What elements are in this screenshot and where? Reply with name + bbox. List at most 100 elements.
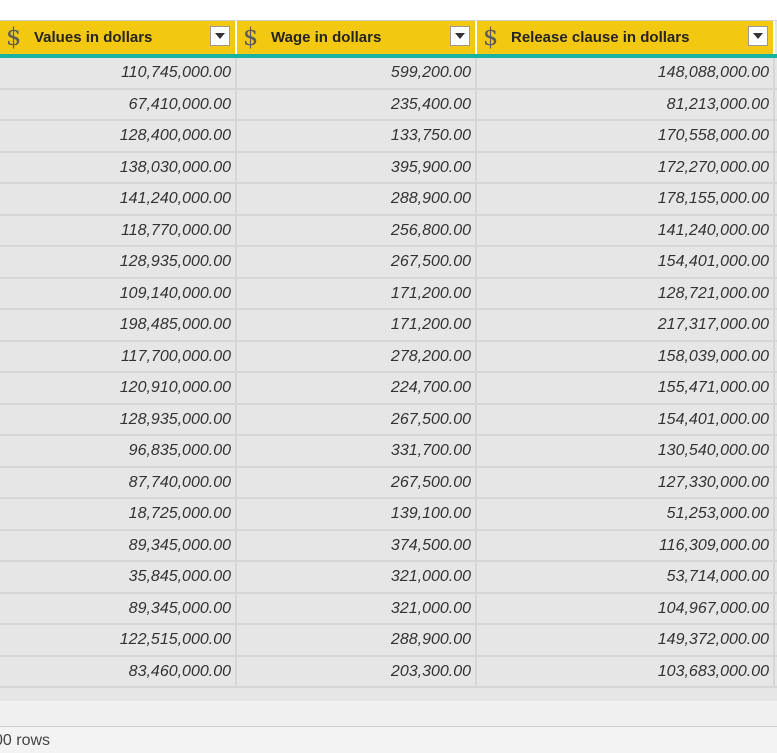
- table-cell[interactable]: 118,770,000.00: [0, 215, 237, 245]
- table-cell[interactable]: 128,721,000.00: [477, 278, 775, 308]
- filter-dropdown-icon[interactable]: [450, 26, 470, 46]
- table-cell[interactable]: 278,200.00: [237, 341, 477, 371]
- table-cell[interactable]: 128,935,000.00: [0, 404, 237, 434]
- table-body: 110,745,000.00 599,200.00 148,088,000.00 67…: [0, 58, 777, 688]
- table-cell[interactable]: 139,100.00: [237, 499, 477, 529]
- table-row[interactable]: 67,410,000.00 235,400.00 81,213,000.00: [0, 89, 777, 121]
- table-cell[interactable]: 128,935,000.00: [0, 247, 237, 277]
- table-cell[interactable]: 235,400.00: [237, 89, 477, 119]
- row-count-text: 00 rows: [0, 732, 51, 749]
- table-cell[interactable]: 96,835,000.00: [0, 436, 237, 466]
- header-row: $ Values in dollars $ Wage in dollars $ …: [0, 21, 777, 54]
- table-cell[interactable]: 154,401,000.00: [477, 247, 775, 277]
- table-cell[interactable]: 158,039,000.00: [477, 341, 775, 371]
- table-row[interactable]: 118,770,000.00 256,800.00 141,240,000.00: [0, 215, 777, 247]
- table-cell[interactable]: 171,200.00: [237, 278, 477, 308]
- table-cell[interactable]: 138,030,000.00: [0, 152, 237, 182]
- table-cell[interactable]: 133,750.00: [237, 121, 477, 151]
- table-row[interactable]: 109,140,000.00 171,200.00 128,721,000.00: [0, 278, 777, 310]
- table-cell[interactable]: 141,240,000.00: [477, 215, 775, 245]
- table-cell[interactable]: 374,500.00: [237, 530, 477, 560]
- table-cell[interactable]: 267,500.00: [237, 404, 477, 434]
- currency-type-icon[interactable]: $: [483, 23, 499, 51]
- column-header-wage[interactable]: $ Wage in dollars: [237, 21, 477, 54]
- status-separator: [0, 701, 777, 727]
- column-header-label: Release clause in dollars: [511, 29, 690, 46]
- table-cell[interactable]: 198,485,000.00: [0, 310, 237, 340]
- table-cell[interactable]: 149,372,000.00: [477, 625, 775, 655]
- table-row[interactable]: 83,460,000.00 203,300.00 103,683,000.00: [0, 656, 777, 688]
- table-cell[interactable]: 110,745,000.00: [0, 58, 237, 88]
- table-cell[interactable]: 117,700,000.00: [0, 341, 237, 371]
- table-row[interactable]: 120,910,000.00 224,700.00 155,471,000.00: [0, 373, 777, 405]
- table-cell[interactable]: 321,000.00: [237, 593, 477, 623]
- table-cell[interactable]: 81,213,000.00: [477, 89, 775, 119]
- table-cell[interactable]: 87,740,000.00: [0, 467, 237, 497]
- table-row[interactable]: 198,485,000.00 171,200.00 217,317,000.00: [0, 310, 777, 342]
- table-cell[interactable]: 267,500.00: [237, 247, 477, 277]
- table-cell[interactable]: 120,910,000.00: [0, 373, 237, 403]
- table-cell[interactable]: 35,845,000.00: [0, 562, 237, 592]
- table-row[interactable]: 138,030,000.00 395,900.00 172,270,000.00: [0, 152, 777, 184]
- column-quality-bar: [0, 54, 777, 58]
- data-grid: $ Values in dollars $ Wage in dollars $ …: [0, 21, 777, 701]
- filter-dropdown-icon[interactable]: [748, 26, 768, 46]
- table-cell[interactable]: 224,700.00: [237, 373, 477, 403]
- table-row[interactable]: 128,400,000.00 133,750.00 170,558,000.00: [0, 121, 777, 153]
- table-row[interactable]: 117,700,000.00 278,200.00 158,039,000.00: [0, 341, 777, 373]
- table-cell[interactable]: 154,401,000.00: [477, 404, 775, 434]
- status-bar: 00 rows: [0, 727, 777, 753]
- table-cell[interactable]: 172,270,000.00: [477, 152, 775, 182]
- table-cell[interactable]: 321,000.00: [237, 562, 477, 592]
- table-cell[interactable]: 83,460,000.00: [0, 656, 237, 686]
- table-cell[interactable]: 217,317,000.00: [477, 310, 775, 340]
- table-row[interactable]: 128,935,000.00 267,500.00 154,401,000.00: [0, 404, 777, 436]
- table-cell[interactable]: 109,140,000.00: [0, 278, 237, 308]
- table-cell[interactable]: 141,240,000.00: [0, 184, 237, 214]
- table-row[interactable]: 110,745,000.00 599,200.00 148,088,000.00: [0, 58, 777, 90]
- table-cell[interactable]: 116,309,000.00: [477, 530, 775, 560]
- table-cell[interactable]: 288,900.00: [237, 184, 477, 214]
- table-cell[interactable]: 155,471,000.00: [477, 373, 775, 403]
- table-cell[interactable]: 170,558,000.00: [477, 121, 775, 151]
- table-row[interactable]: 18,725,000.00 139,100.00 51,253,000.00: [0, 499, 777, 531]
- formula-bar[interactable]: [0, 0, 777, 21]
- currency-type-icon[interactable]: $: [243, 23, 259, 51]
- table-cell[interactable]: 67,410,000.00: [0, 89, 237, 119]
- table-cell[interactable]: 171,200.00: [237, 310, 477, 340]
- table-cell[interactable]: 130,540,000.00: [477, 436, 775, 466]
- table-cell[interactable]: 395,900.00: [237, 152, 477, 182]
- table-cell[interactable]: 178,155,000.00: [477, 184, 775, 214]
- table-row[interactable]: 128,935,000.00 267,500.00 154,401,000.00: [0, 247, 777, 279]
- table-row[interactable]: 89,345,000.00 374,500.00 116,309,000.00: [0, 530, 777, 562]
- currency-type-icon[interactable]: $: [6, 23, 22, 51]
- table-cell[interactable]: 288,900.00: [237, 625, 477, 655]
- table-cell[interactable]: 128,400,000.00: [0, 121, 237, 151]
- column-header-label: Wage in dollars: [271, 29, 382, 46]
- table-cell[interactable]: 203,300.00: [237, 656, 477, 686]
- table-row[interactable]: 87,740,000.00 267,500.00 127,330,000.00: [0, 467, 777, 499]
- table-cell[interactable]: 122,515,000.00: [0, 625, 237, 655]
- table-cell[interactable]: 103,683,000.00: [477, 656, 775, 686]
- table-cell[interactable]: 18,725,000.00: [0, 499, 237, 529]
- table-cell[interactable]: 89,345,000.00: [0, 530, 237, 560]
- column-header-label: Values in dollars: [34, 29, 153, 46]
- table-cell[interactable]: 599,200.00: [237, 58, 477, 88]
- table-cell[interactable]: 104,967,000.00: [477, 593, 775, 623]
- table-cell[interactable]: 51,253,000.00: [477, 499, 775, 529]
- column-header-values[interactable]: $ Values in dollars: [0, 21, 237, 54]
- table-cell[interactable]: 256,800.00: [237, 215, 477, 245]
- table-cell[interactable]: 331,700.00: [237, 436, 477, 466]
- table-row[interactable]: 35,845,000.00 321,000.00 53,714,000.00: [0, 562, 777, 594]
- table-cell[interactable]: 89,345,000.00: [0, 593, 237, 623]
- table-cell[interactable]: 127,330,000.00: [477, 467, 775, 497]
- table-row[interactable]: 122,515,000.00 288,900.00 149,372,000.00: [0, 625, 777, 657]
- table-row[interactable]: 89,345,000.00 321,000.00 104,967,000.00: [0, 593, 777, 625]
- filter-dropdown-icon[interactable]: [210, 26, 230, 46]
- column-header-release-clause[interactable]: $ Release clause in dollars: [477, 21, 775, 54]
- table-cell[interactable]: 148,088,000.00: [477, 58, 775, 88]
- table-cell[interactable]: 53,714,000.00: [477, 562, 775, 592]
- table-row[interactable]: 141,240,000.00 288,900.00 178,155,000.00: [0, 184, 777, 216]
- table-cell[interactable]: 267,500.00: [237, 467, 477, 497]
- table-row[interactable]: 96,835,000.00 331,700.00 130,540,000.00: [0, 436, 777, 468]
